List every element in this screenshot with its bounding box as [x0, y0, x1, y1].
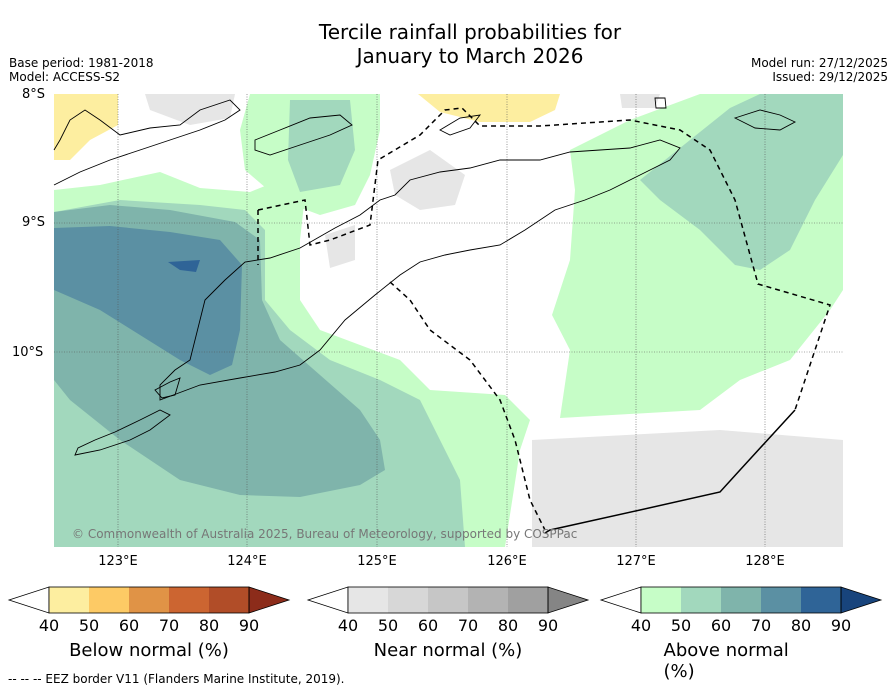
semau-coastline — [154, 377, 181, 399]
model-run: Model run: 27/12/2025 — [750, 56, 888, 70]
colorbar-frame — [347, 586, 549, 614]
lat-label-8s: 8°S — [22, 87, 46, 102]
colorbar-segment — [169, 587, 209, 613]
copyright-notice: © Commonwealth of Australia 2025, Bureau… — [72, 527, 578, 541]
colorbar-tick-label: 90 — [537, 616, 559, 635]
colorbar-segment — [761, 587, 801, 613]
colorbar-tick-label: 50 — [377, 616, 399, 635]
colorbar-segment — [508, 587, 548, 613]
above-normal-50 — [288, 100, 355, 192]
colorbar-tick-label: 70 — [750, 616, 772, 635]
colorbar-extend-low — [7, 586, 50, 614]
colorbar-frame — [640, 586, 842, 614]
colorbar-tick-label: 90 — [238, 616, 260, 635]
colorbar-tick-label: 60 — [417, 616, 439, 635]
colorbar-extend-high — [547, 586, 590, 614]
timor-coastline — [159, 139, 681, 401]
colorbar-frame — [48, 586, 250, 614]
colorbar-tick-label: 80 — [790, 616, 812, 635]
gridlines — [54, 94, 843, 547]
colorbars — [7, 586, 883, 614]
colorbar-3 — [599, 586, 883, 614]
near-normal-patch — [145, 94, 235, 125]
colorbar-segment — [428, 587, 468, 613]
near-normal-patch — [390, 150, 465, 210]
map-title: Tercile rainfall probabilities for Janua… — [0, 20, 896, 68]
colorbar-segment — [681, 587, 721, 613]
colorbar-title: Near normal (%) — [373, 640, 523, 661]
colorbar-title: Below normal (%) — [69, 640, 229, 661]
lon-label-124e: 124°E — [227, 554, 267, 569]
lat-label-10s: 10°S — [12, 345, 44, 360]
colorbar-tick-label: 80 — [198, 616, 220, 635]
lon-label-126e: 126°E — [487, 554, 527, 569]
issued-date: Issued: 29/12/2025 — [772, 70, 888, 84]
colorbar-tick-label: 50 — [670, 616, 692, 635]
base-period: Base period: 1981-2018 — [9, 56, 154, 70]
colorbar-segment — [348, 587, 388, 613]
map-title-line2: January to March 2026 — [356, 44, 584, 68]
colorbar-tick-label: 40 — [38, 616, 60, 635]
colorbar-segment — [388, 587, 428, 613]
colorbar-tick-label: 40 — [337, 616, 359, 635]
near-normal-patch — [532, 430, 843, 547]
colorbar-title: Above normal (%) — [663, 640, 789, 682]
rote-coastline — [74, 409, 171, 456]
above-normal-50 — [640, 94, 843, 270]
island-coastline — [733, 109, 797, 131]
lon-label-125e: 125°E — [357, 554, 397, 569]
below-normal-patch — [54, 94, 118, 160]
alor-coastline — [254, 114, 353, 156]
lat-label-9s: 9°S — [22, 215, 46, 230]
coastlines — [53, 97, 797, 456]
colorbar-tick-label: 60 — [118, 616, 140, 635]
model-name: Model: ACCESS-S2 — [9, 70, 121, 84]
colorbar-segment — [209, 587, 249, 613]
colorbar-segment — [49, 587, 89, 613]
near-normal-patch — [620, 94, 660, 108]
eez-border-solid — [544, 409, 796, 534]
colorbar-tick-label: 90 — [830, 616, 852, 635]
colorbar-tick-label: 60 — [710, 616, 732, 635]
colorbar-extend-high — [840, 586, 883, 614]
above-normal-80 — [168, 260, 200, 272]
colorbar-1 — [7, 586, 291, 614]
eez-footnote: -- -- -- EEZ border V11 (Flanders Marine… — [8, 672, 345, 686]
colorbar-tick-label: 40 — [630, 616, 652, 635]
colorbar-tick-label: 80 — [497, 616, 519, 635]
colorbar-extend-low — [599, 586, 642, 614]
colorbar-segment — [641, 587, 681, 613]
colorbar-tick-label: 50 — [78, 616, 100, 635]
map-title-line1: Tercile rainfall probabilities for — [318, 20, 622, 44]
colorbar-segment — [468, 587, 508, 613]
colorbar-segment — [89, 587, 129, 613]
colorbar-extend-high — [248, 586, 291, 614]
probability-field — [54, 94, 843, 547]
island-coastline — [654, 97, 667, 109]
lon-label-127e: 127°E — [616, 554, 656, 569]
colorbar-tick-label: 70 — [158, 616, 180, 635]
near-normal-patch — [325, 225, 355, 268]
colorbar-segment — [801, 587, 841, 613]
colorbar-extend-low — [306, 586, 349, 614]
colorbar-segment — [721, 587, 761, 613]
eez-border — [257, 107, 831, 531]
below-normal-patch — [418, 94, 560, 122]
colorbar-2 — [306, 586, 590, 614]
flores-coastline — [53, 99, 241, 186]
colorbar-tick-label: 70 — [457, 616, 479, 635]
meta-right: Model run: 27/12/2025 Issued: 29/12/2025 — [751, 56, 888, 84]
lon-label-123e: 123°E — [98, 554, 138, 569]
meta-left: Base period: 1981-2018 Model: ACCESS-S2 — [9, 56, 154, 84]
colorbar-segment — [129, 587, 169, 613]
lon-label-128e: 128°E — [745, 554, 785, 569]
